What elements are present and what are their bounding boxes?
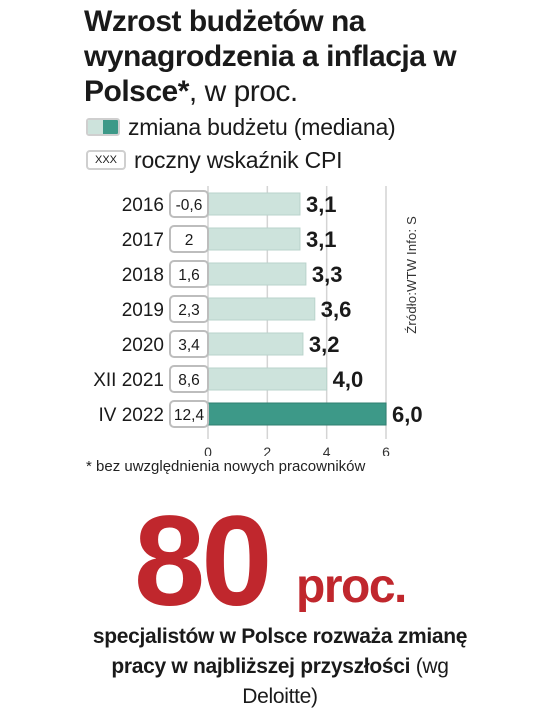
cpi-label: 2 (185, 232, 194, 249)
value-label: 3,1 (306, 227, 337, 252)
value-label: 6,0 (392, 402, 423, 427)
category-label: 2018 (122, 265, 164, 286)
category-label: 2019 (122, 300, 164, 321)
value-label: 3,6 (321, 297, 352, 322)
cpi-box (169, 330, 209, 358)
cpi-box (169, 190, 209, 218)
bar-chart: 2016 -0,6 3,1 2017 2 3,1 2018 1,6 3,3 2019 2,3 3,6 2… (93, 186, 423, 456)
cpi-label: 3,4 (178, 337, 200, 354)
bar (207, 192, 301, 216)
bar (207, 332, 304, 356)
highlight-unit: proc. (296, 560, 407, 613)
cpi-box (169, 260, 209, 288)
x-tick-label: 4 (323, 444, 331, 456)
x-tick-label: 2 (263, 444, 271, 456)
legend-cpi-label: roczny wskaźnik CPI (134, 146, 343, 173)
category-label: 2016 (122, 195, 164, 216)
cpi-label: -0,6 (176, 197, 203, 214)
cpi-box (169, 225, 209, 253)
cpi-box (169, 365, 209, 393)
cpi-label: 1,6 (178, 267, 200, 284)
bar (207, 297, 316, 321)
category-label: XII 2021 (93, 370, 164, 391)
footnote: * bez uwzględnienia nowych pracowników (86, 458, 366, 475)
source-credit: Źródło:WTW Info: S (404, 216, 419, 334)
highlight-description: specjalistów w Polsce rozważa zmianę pra… (80, 622, 480, 712)
value-label: 3,3 (312, 262, 343, 287)
category-label: 2017 (122, 230, 164, 251)
category-label: 2020 (122, 335, 164, 356)
value-label: 3,2 (309, 332, 340, 357)
value-label: 3,1 (306, 192, 337, 217)
bar (207, 367, 328, 391)
category-label: IV 2022 (99, 405, 165, 426)
chart-title-unit: , w proc. (188, 75, 298, 108)
cpi-box (169, 295, 209, 323)
legend-item-budget: zmiana budżetu (mediana) (86, 113, 396, 140)
bar (207, 262, 307, 286)
x-tick-label: 0 (204, 444, 212, 456)
cpi-label: 12,4 (174, 407, 205, 424)
chart-title-main: Wzrost budżetów na wynagrodzenia a infla… (84, 5, 457, 108)
chart-title: Wzrost budżetów na wynagrodzenia a infla… (84, 4, 524, 109)
highlight-text-source: (wg Deloitte) (242, 655, 449, 708)
x-tick-label: 6 (382, 444, 390, 456)
cpi-label: 8,6 (178, 372, 200, 389)
legend-bar-swatch (86, 118, 120, 136)
legend-budget-label: zmiana budżetu (mediana) (128, 113, 396, 140)
value-label: 4,0 (333, 367, 364, 392)
cpi-label: 2,3 (178, 302, 200, 319)
cpi-box (169, 400, 209, 428)
legend-box-swatch: XXX (86, 150, 126, 170)
highlight-number: 80 (134, 490, 272, 633)
bar (207, 402, 387, 426)
bar (207, 227, 301, 251)
highlight-text-bold: specjalistów w Polsce rozważa zmianę pra… (92, 625, 468, 678)
legend-item-cpi: XXX roczny wskaźnik CPI (86, 146, 343, 173)
